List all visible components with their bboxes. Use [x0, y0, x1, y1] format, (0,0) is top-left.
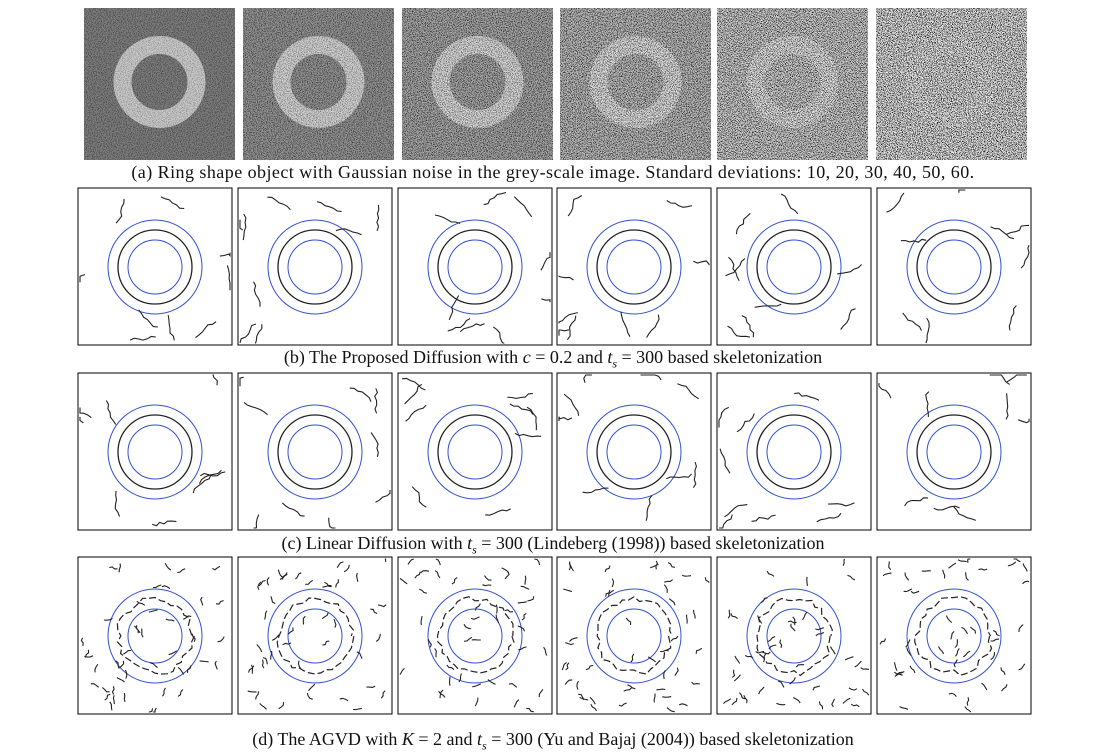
skeleton-panel: [398, 557, 552, 714]
skeleton-branch: [656, 689, 665, 690]
skeleton-panel: [557, 373, 711, 530]
skeleton-panel: [78, 557, 232, 714]
skeleton-branch: [450, 677, 451, 686]
panel-frame: [557, 373, 711, 530]
skeleton-branch: [979, 569, 988, 570]
noise: [876, 8, 1027, 160]
caption-text: = 300 based skeletonization: [617, 347, 822, 367]
skeleton-panel: [238, 373, 392, 530]
noisy-image: [876, 8, 1027, 160]
caption: (d) The AGVD with K = 2 and ts = 300 (Yu…: [0, 729, 1106, 754]
panel-frame: [78, 373, 232, 530]
caption-text: = 300 (Lindeberg (1998)) based skeletoni…: [477, 533, 825, 553]
caption-math: c: [523, 347, 531, 367]
noisy-image: [84, 8, 235, 160]
panel-frame: [557, 188, 711, 345]
skeleton-branch: [124, 693, 125, 702]
caption-text: (a) Ring shape object with Gaussian nois…: [131, 162, 974, 182]
panel-frame: [557, 557, 711, 714]
skeleton-panel: [78, 188, 232, 345]
skeleton-panel: [398, 188, 552, 345]
panel-frame: [877, 188, 1031, 345]
skeleton-panel: [557, 188, 711, 345]
skeleton-branch: [483, 585, 492, 586]
noise: [560, 8, 711, 160]
noise: [84, 8, 235, 160]
caption-text: = 300 (Yu and Bajaj (2004)) based skelet…: [487, 729, 854, 749]
figure: (a) Ring shape object with Gaussian nois…: [0, 0, 1106, 756]
noisy-image: [402, 8, 553, 160]
skeleton-panel: [398, 373, 552, 530]
skeleton-panel: [78, 373, 232, 530]
skeleton-panel: [557, 557, 711, 714]
caption: (b) The Proposed Diffusion with c = 0.2 …: [0, 347, 1106, 372]
panel-frame: [238, 373, 392, 530]
caption: (a) Ring shape object with Gaussian nois…: [0, 162, 1106, 183]
skeleton-panel: [717, 373, 871, 530]
figure-panels: [0, 0, 1106, 756]
noisy-image: [243, 8, 394, 160]
panel-frame: [398, 188, 552, 345]
panel-frame: [78, 188, 232, 345]
noise: [243, 8, 394, 160]
noise: [717, 8, 868, 160]
noisy-image: [560, 8, 711, 160]
panel-frame: [877, 557, 1031, 714]
noise: [402, 8, 553, 160]
caption-text: (d) The AGVD with: [252, 729, 402, 749]
skeleton-panel: [717, 188, 871, 345]
panel-frame: [398, 373, 552, 530]
caption-text: (b) The Proposed Diffusion with: [284, 347, 523, 367]
caption-text: = 2 and: [414, 729, 477, 749]
panel-frame: [78, 557, 232, 714]
panel-frame: [717, 373, 871, 530]
caption-text: (c) Linear Diffusion with: [281, 533, 467, 553]
caption: (c) Linear Diffusion with ts = 300 (Lind…: [0, 533, 1106, 558]
skeleton-branch: [807, 577, 808, 586]
skeleton-panel: [877, 557, 1031, 714]
skeleton-panel: [877, 373, 1031, 530]
skeleton-branch: [662, 697, 671, 698]
panel-frame: [398, 557, 552, 714]
panel-frame: [238, 188, 392, 345]
caption-text: = 0.2 and: [531, 347, 608, 367]
panel-frame: [238, 557, 392, 714]
caption-math: K: [402, 729, 414, 749]
skeleton-panel: [877, 188, 1031, 345]
skeleton-panel: [717, 557, 871, 714]
skeleton-panel: [238, 557, 392, 714]
skeleton-panel: [238, 188, 392, 345]
noisy-image: [717, 8, 868, 160]
skeleton-branch: [687, 615, 688, 624]
panel-frame: [717, 557, 871, 714]
